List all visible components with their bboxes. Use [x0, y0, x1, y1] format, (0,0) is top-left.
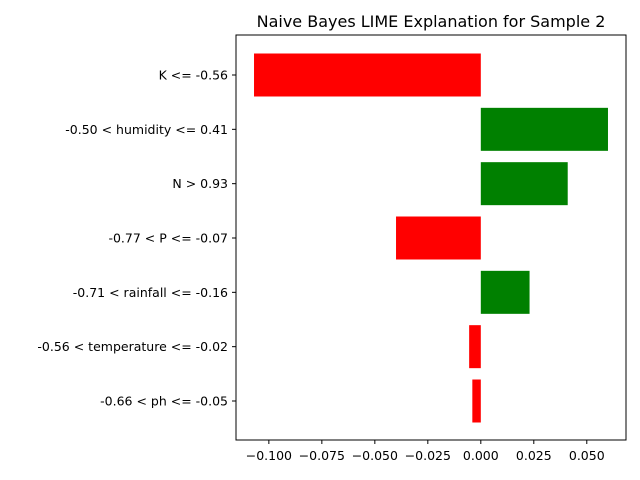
bar-4	[396, 216, 481, 260]
y-axis: K <= -0.56 -0.50 < humidity <= 0.41 N > 0.…	[37, 68, 236, 409]
bars-layer	[254, 53, 608, 423]
x-tick-label: −0.075	[299, 448, 345, 463]
x-axis: −0.100 −0.075 −0.050 −0.025 0.000 0.025 0.050	[246, 440, 605, 463]
bar-2	[480, 107, 608, 151]
x-tick-label: −0.025	[405, 448, 451, 463]
x-tick-label: 0.000	[463, 448, 499, 463]
y-tick-label: -0.66 < ph <= -0.05	[100, 394, 228, 409]
x-tick-label: 0.025	[516, 448, 552, 463]
y-tick-label: K <= -0.56	[159, 68, 228, 83]
y-tick-label: -0.71 < rainfall <= -0.16	[73, 285, 228, 300]
y-tick-label: N > 0.93	[172, 176, 228, 191]
x-tick-label: −0.100	[246, 448, 292, 463]
bar-5	[480, 270, 530, 314]
bar-3	[480, 162, 568, 206]
plot-frame	[235, 34, 627, 441]
x-tick-label: −0.050	[352, 448, 398, 463]
bar-1	[254, 53, 481, 97]
y-tick-label: -0.56 < temperature <= -0.02	[37, 339, 228, 354]
bar-6	[469, 325, 481, 369]
x-tick-label: 0.050	[569, 448, 605, 463]
chart-title: Naive Bayes LIME Explanation for Sample …	[257, 12, 606, 31]
y-tick-label: -0.77 < P <= -0.07	[108, 231, 228, 246]
bar-7	[472, 379, 481, 423]
y-tick-label: -0.50 < humidity <= 0.41	[65, 122, 228, 137]
